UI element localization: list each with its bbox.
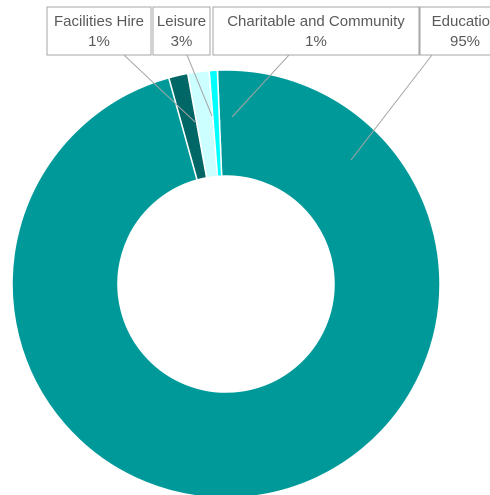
chart-data-labels: Facilities Hire 1% Leisure 3% Charitable and… [46, 6, 490, 56]
data-label-value: 95% [450, 33, 480, 50]
leader-line-charitable-and-community [231, 54, 290, 118]
data-label-facilities-hire: Facilities Hire 1% [46, 6, 152, 56]
data-label-box [212, 6, 420, 56]
data-label-value: 3% [171, 33, 193, 50]
leader-line-education [350, 54, 433, 161]
chart-slices [11, 69, 441, 495]
data-label-education: Education 95% [419, 6, 490, 56]
data-label-category: Facilities Hire [54, 13, 144, 30]
slice-education [11, 69, 441, 495]
chart-leader-lines [123, 54, 433, 161]
data-label-category: Education [432, 13, 490, 30]
data-label-category: Charitable and Community [227, 13, 405, 30]
data-label-charitable-and-community: Charitable and Community 1% [212, 6, 420, 56]
data-label-value: 1% [305, 33, 327, 50]
data-label-leisure: Leisure 3% [152, 6, 211, 56]
leader-line-leisure [186, 54, 213, 117]
slice-charitable-and-community [208, 69, 223, 178]
data-label-value: 1% [88, 33, 110, 50]
data-label-category: Leisure [157, 13, 206, 30]
data-label-box [46, 6, 152, 56]
data-label-box [152, 6, 211, 56]
leader-line-facilities-hire [123, 54, 196, 123]
data-label-box [419, 6, 490, 56]
